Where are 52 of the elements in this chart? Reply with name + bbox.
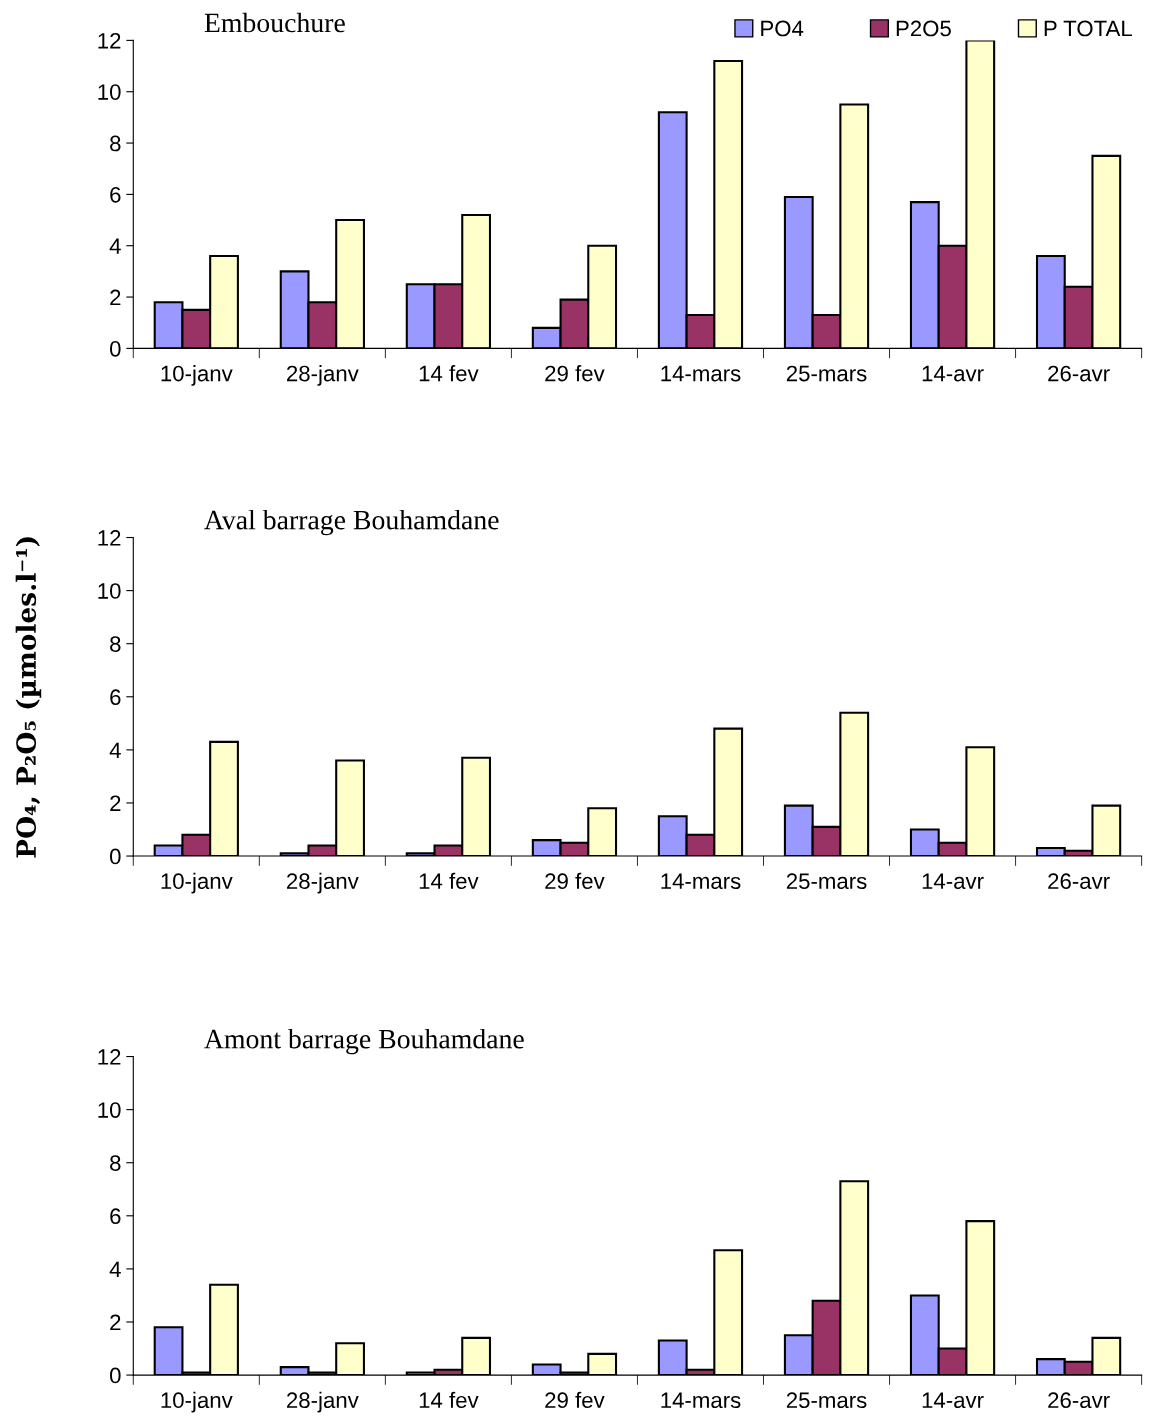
y-tick-label: 12 — [98, 530, 121, 546]
x-tick-label: 28-janv — [287, 872, 359, 894]
x-tick-label: 25-mars — [786, 1392, 867, 1409]
y-tick-label: 6 — [110, 186, 121, 203]
y-tick-label: 0 — [109, 848, 121, 865]
legend-label: P TOTAL — [1044, 20, 1132, 37]
x-tick-label: 14-avr — [922, 1392, 984, 1409]
y-tick-label: 2 — [110, 1314, 121, 1331]
y-tick-label: 0 — [109, 340, 121, 357]
x-tick-label: 14 fev — [419, 872, 479, 890]
y-tick-label: 4 — [109, 742, 121, 758]
legend-label: PO4 — [761, 20, 804, 37]
x-tick-label: 14-avr — [922, 365, 984, 382]
x-tick-label: 10-janv — [161, 1391, 233, 1413]
x-tick-label: 26-avr — [1048, 365, 1110, 382]
x-tick-label: 25-mars — [786, 873, 867, 890]
y-tick-label: 12 — [98, 32, 121, 49]
y-tick-label: 10 — [98, 583, 121, 599]
y-axis-title: PO₄, P₂O₅ (µmoles.l⁻¹) — [15, 537, 42, 858]
y-tick-label: 0 — [109, 1367, 121, 1384]
x-tick-label: 26-avr — [1048, 1392, 1110, 1409]
y-tick-label: 10 — [98, 1102, 121, 1118]
x-tick-label: 28-janv — [287, 1391, 359, 1413]
x-tick-label: 14-mars — [661, 365, 741, 382]
x-tick-label: 14 fev — [419, 365, 479, 382]
x-tick-label: 10-janv — [161, 365, 233, 386]
chart-title: Embouchure — [204, 12, 345, 33]
y-tick-label: 2 — [110, 289, 121, 306]
y-tick-label: 12 — [98, 1049, 121, 1065]
y-tick-label: 8 — [110, 1155, 121, 1171]
x-tick-label: 14-avr — [922, 873, 984, 890]
x-tick-label: 14-mars — [661, 1392, 741, 1409]
x-tick-label: 25-mars — [786, 365, 867, 382]
y-tick-label: 4 — [109, 1261, 121, 1277]
chart-title: Amont barrage Bouhamdane — [204, 1028, 524, 1055]
y-tick-label: 4 — [109, 238, 121, 254]
x-tick-label: 28-janv — [287, 365, 359, 386]
x-tick-label: 14-mars — [661, 873, 741, 890]
x-tick-label: 10-janv — [161, 872, 233, 894]
y-tick-label: 2 — [110, 795, 121, 812]
x-tick-label: 29 fev — [545, 872, 605, 890]
legend-label: P2O5 — [896, 20, 951, 37]
y-tick-label: 6 — [110, 689, 121, 706]
x-tick-label: 26-avr — [1048, 873, 1110, 890]
x-tick-label: 14 fev — [419, 1391, 479, 1409]
chart-title: Aval barrage Bouhamdane — [204, 509, 499, 536]
y-tick-label: 6 — [110, 1208, 121, 1225]
y-tick-label: 8 — [110, 636, 121, 652]
y-tick-label: 10 — [98, 84, 121, 100]
y-tick-label: 8 — [110, 135, 121, 152]
x-tick-label: 29 fev — [545, 1391, 605, 1409]
x-tick-label: 29 fev — [545, 365, 605, 382]
